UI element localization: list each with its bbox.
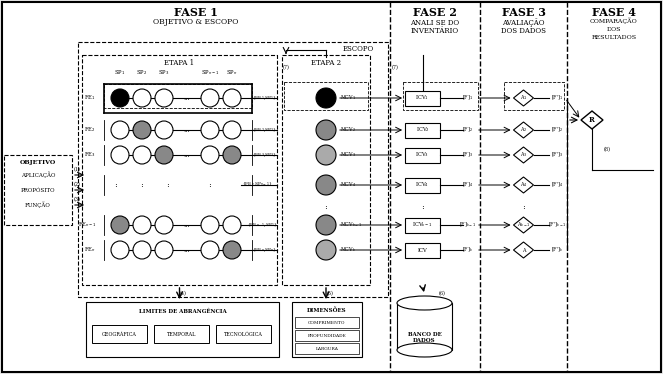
Text: A$_2$: A$_2$ bbox=[520, 126, 527, 134]
Text: {FE$_y$,SP$_{n-1}$}: {FE$_y$,SP$_{n-1}$} bbox=[242, 181, 272, 190]
Text: A$_3$: A$_3$ bbox=[520, 151, 527, 159]
Circle shape bbox=[111, 146, 129, 164]
Text: A: A bbox=[522, 248, 525, 252]
Text: FE$_1$: FE$_1$ bbox=[84, 94, 96, 102]
Text: MCV$_2$: MCV$_2$ bbox=[340, 126, 356, 134]
Text: (4): (4) bbox=[180, 291, 187, 297]
Text: {FE$_n$,SP$_n$}: {FE$_n$,SP$_n$} bbox=[252, 246, 277, 254]
Polygon shape bbox=[514, 242, 534, 258]
Text: BANCO DE
DADOS: BANCO DE DADOS bbox=[408, 332, 442, 343]
Text: A$_4$: A$_4$ bbox=[520, 181, 527, 190]
Text: SP$_{n-1}$: SP$_{n-1}$ bbox=[201, 68, 219, 77]
Text: [F]$_1$: [F]$_1$ bbox=[463, 94, 473, 102]
Text: ETAPA 1: ETAPA 1 bbox=[164, 59, 194, 67]
Text: [F']$_3$: [F']$_3$ bbox=[551, 151, 564, 159]
FancyBboxPatch shape bbox=[405, 91, 440, 105]
Text: AVALIAÇÃO: AVALIAÇÃO bbox=[503, 19, 545, 27]
Circle shape bbox=[155, 241, 173, 259]
Circle shape bbox=[316, 215, 336, 235]
Text: (5): (5) bbox=[327, 291, 333, 297]
Text: ...: ... bbox=[184, 221, 190, 229]
Text: [F]$_{k-1}$: [F]$_{k-1}$ bbox=[459, 221, 477, 229]
Circle shape bbox=[111, 241, 129, 259]
Text: FE$_n$: FE$_n$ bbox=[84, 246, 96, 254]
Text: :: : bbox=[115, 181, 117, 189]
Ellipse shape bbox=[397, 296, 452, 310]
Circle shape bbox=[316, 240, 336, 260]
Text: {FE$_{n-1}$,SP$_1$}: {FE$_{n-1}$,SP$_1$} bbox=[247, 221, 277, 229]
Text: DIMENSÕES: DIMENSÕES bbox=[307, 307, 347, 313]
Text: ICV$_4$: ICV$_4$ bbox=[416, 181, 430, 190]
Circle shape bbox=[201, 121, 219, 139]
Text: ESCOPO: ESCOPO bbox=[342, 45, 374, 53]
Circle shape bbox=[223, 216, 241, 234]
Circle shape bbox=[133, 241, 151, 259]
Text: SP$_n$: SP$_n$ bbox=[226, 68, 237, 77]
Circle shape bbox=[111, 89, 129, 107]
Polygon shape bbox=[514, 90, 534, 106]
Text: ...: ... bbox=[184, 94, 190, 102]
Text: RESULTADOS: RESULTADOS bbox=[591, 34, 636, 40]
Text: :: : bbox=[421, 203, 424, 211]
Text: LIMITES DE ABRANGÊNCIA: LIMITES DE ABRANGÊNCIA bbox=[139, 309, 226, 313]
Text: ICV$_1$: ICV$_1$ bbox=[416, 94, 430, 102]
Circle shape bbox=[155, 216, 173, 234]
Text: PROFUNDIDADE: PROFUNDIDADE bbox=[308, 334, 347, 338]
Polygon shape bbox=[514, 122, 534, 138]
Text: (3): (3) bbox=[74, 197, 80, 203]
Text: FASE 4: FASE 4 bbox=[592, 6, 636, 18]
Circle shape bbox=[133, 216, 151, 234]
Text: [F']$_{k-1}$: [F']$_{k-1}$ bbox=[548, 221, 566, 229]
Text: ICV$_{k-1}$: ICV$_{k-1}$ bbox=[412, 221, 433, 230]
Circle shape bbox=[316, 145, 336, 165]
Circle shape bbox=[155, 121, 173, 139]
Circle shape bbox=[201, 146, 219, 164]
Text: FE$_2$: FE$_2$ bbox=[84, 126, 96, 134]
Text: (7): (7) bbox=[282, 65, 290, 71]
Text: MCV$_3$: MCV$_3$ bbox=[340, 151, 356, 159]
Polygon shape bbox=[581, 111, 603, 129]
Text: (8): (8) bbox=[603, 147, 611, 153]
Text: [F']$_k$: [F']$_k$ bbox=[551, 246, 564, 254]
Text: ANALI SE DO: ANALI SE DO bbox=[410, 19, 459, 27]
Circle shape bbox=[155, 89, 173, 107]
Text: MCV$_1$: MCV$_1$ bbox=[340, 94, 356, 102]
Text: MCV$_{k-1}$: MCV$_{k-1}$ bbox=[340, 221, 362, 230]
Text: OBJETIVO & ESCOPO: OBJETIVO & ESCOPO bbox=[153, 18, 239, 26]
Text: [F']$_1$: [F']$_1$ bbox=[551, 94, 564, 102]
Circle shape bbox=[133, 146, 151, 164]
Text: A$_{k-1}$: A$_{k-1}$ bbox=[516, 221, 530, 230]
FancyBboxPatch shape bbox=[405, 123, 440, 138]
Circle shape bbox=[111, 216, 129, 234]
Text: ICV$_2$: ICV$_2$ bbox=[416, 126, 430, 134]
FancyBboxPatch shape bbox=[216, 325, 271, 343]
Text: SP$_1$: SP$_1$ bbox=[115, 68, 125, 77]
Text: {FE$_3$,SP$_3$}: {FE$_3$,SP$_3$} bbox=[252, 151, 277, 159]
Circle shape bbox=[133, 89, 151, 107]
Text: FUNÇÃO: FUNÇÃO bbox=[25, 202, 51, 208]
Text: ...: ... bbox=[184, 151, 190, 159]
Text: ...: ... bbox=[184, 126, 190, 134]
Circle shape bbox=[316, 88, 336, 108]
Text: :: : bbox=[325, 203, 328, 211]
Text: :: : bbox=[166, 181, 170, 189]
Text: MCV$_k$: MCV$_k$ bbox=[340, 246, 356, 254]
Circle shape bbox=[201, 89, 219, 107]
Circle shape bbox=[316, 120, 336, 140]
Text: [F']$_4$: [F']$_4$ bbox=[551, 181, 564, 189]
Text: TECNOLÓGICA: TECNOLÓGICA bbox=[224, 331, 263, 337]
Text: :: : bbox=[522, 203, 525, 211]
Text: A$_1$: A$_1$ bbox=[520, 94, 527, 102]
FancyBboxPatch shape bbox=[295, 343, 359, 354]
Text: {FE$_1$,SP$_1$}: {FE$_1$,SP$_1$} bbox=[252, 94, 277, 102]
Text: :: : bbox=[209, 181, 211, 189]
Circle shape bbox=[223, 146, 241, 164]
Text: PROPÓSITO: PROPÓSITO bbox=[21, 187, 55, 193]
Text: ICV: ICV bbox=[418, 248, 428, 252]
Circle shape bbox=[316, 175, 336, 195]
FancyBboxPatch shape bbox=[295, 330, 359, 341]
FancyBboxPatch shape bbox=[405, 242, 440, 258]
Text: ...: ... bbox=[184, 246, 190, 254]
Text: (1): (1) bbox=[74, 168, 80, 172]
